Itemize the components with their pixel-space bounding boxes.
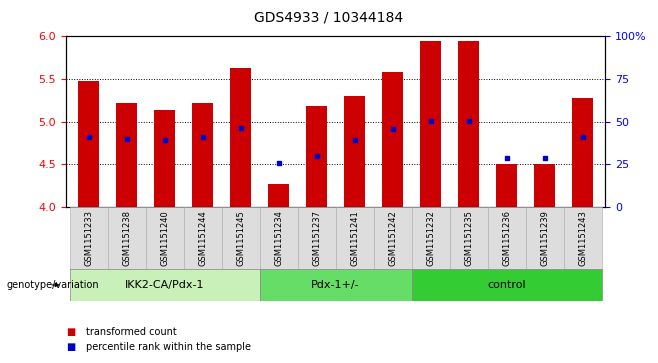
FancyBboxPatch shape xyxy=(297,207,336,269)
Text: transformed count: transformed count xyxy=(86,327,176,337)
FancyBboxPatch shape xyxy=(488,207,526,269)
FancyBboxPatch shape xyxy=(70,207,108,269)
FancyBboxPatch shape xyxy=(260,269,411,301)
FancyBboxPatch shape xyxy=(260,207,297,269)
FancyBboxPatch shape xyxy=(70,269,260,301)
Bar xyxy=(192,103,213,207)
Text: GSM1151234: GSM1151234 xyxy=(274,210,283,266)
Text: GSM1151239: GSM1151239 xyxy=(540,210,549,266)
Bar xyxy=(344,96,365,207)
FancyBboxPatch shape xyxy=(145,207,184,269)
Bar xyxy=(78,81,99,207)
Text: GSM1151232: GSM1151232 xyxy=(426,210,435,266)
Text: Pdx-1+/-: Pdx-1+/- xyxy=(311,280,360,290)
Bar xyxy=(154,110,175,207)
Text: ■: ■ xyxy=(66,327,75,337)
Text: GSM1151244: GSM1151244 xyxy=(198,210,207,266)
Text: IKK2-CA/Pdx-1: IKK2-CA/Pdx-1 xyxy=(125,280,205,290)
Bar xyxy=(534,164,555,207)
FancyBboxPatch shape xyxy=(336,207,374,269)
Bar xyxy=(572,98,593,207)
Text: GDS4933 / 10344184: GDS4933 / 10344184 xyxy=(255,11,403,25)
Text: GSM1151240: GSM1151240 xyxy=(160,210,169,266)
FancyBboxPatch shape xyxy=(563,207,601,269)
Text: genotype/variation: genotype/variation xyxy=(7,280,99,290)
FancyBboxPatch shape xyxy=(449,207,488,269)
Text: GSM1151233: GSM1151233 xyxy=(84,210,93,266)
FancyBboxPatch shape xyxy=(374,207,411,269)
Bar xyxy=(306,106,327,207)
FancyBboxPatch shape xyxy=(526,207,563,269)
Text: GSM1151241: GSM1151241 xyxy=(350,210,359,266)
Text: percentile rank within the sample: percentile rank within the sample xyxy=(86,342,251,352)
FancyBboxPatch shape xyxy=(184,207,222,269)
Bar xyxy=(382,72,403,207)
Text: GSM1151243: GSM1151243 xyxy=(578,210,587,266)
Text: GSM1151242: GSM1151242 xyxy=(388,210,397,266)
Bar xyxy=(496,164,517,207)
FancyBboxPatch shape xyxy=(222,207,260,269)
Bar xyxy=(458,41,479,207)
FancyBboxPatch shape xyxy=(411,269,601,301)
FancyBboxPatch shape xyxy=(108,207,145,269)
Bar xyxy=(268,184,289,207)
FancyBboxPatch shape xyxy=(411,207,449,269)
Text: GSM1151237: GSM1151237 xyxy=(312,210,321,266)
Text: GSM1151236: GSM1151236 xyxy=(502,210,511,266)
Text: ■: ■ xyxy=(66,342,75,352)
Bar xyxy=(230,68,251,207)
Bar xyxy=(116,103,137,207)
Text: GSM1151245: GSM1151245 xyxy=(236,210,245,266)
Text: GSM1151235: GSM1151235 xyxy=(464,210,473,266)
Bar xyxy=(420,41,441,207)
Text: control: control xyxy=(488,280,526,290)
Text: GSM1151238: GSM1151238 xyxy=(122,210,131,266)
